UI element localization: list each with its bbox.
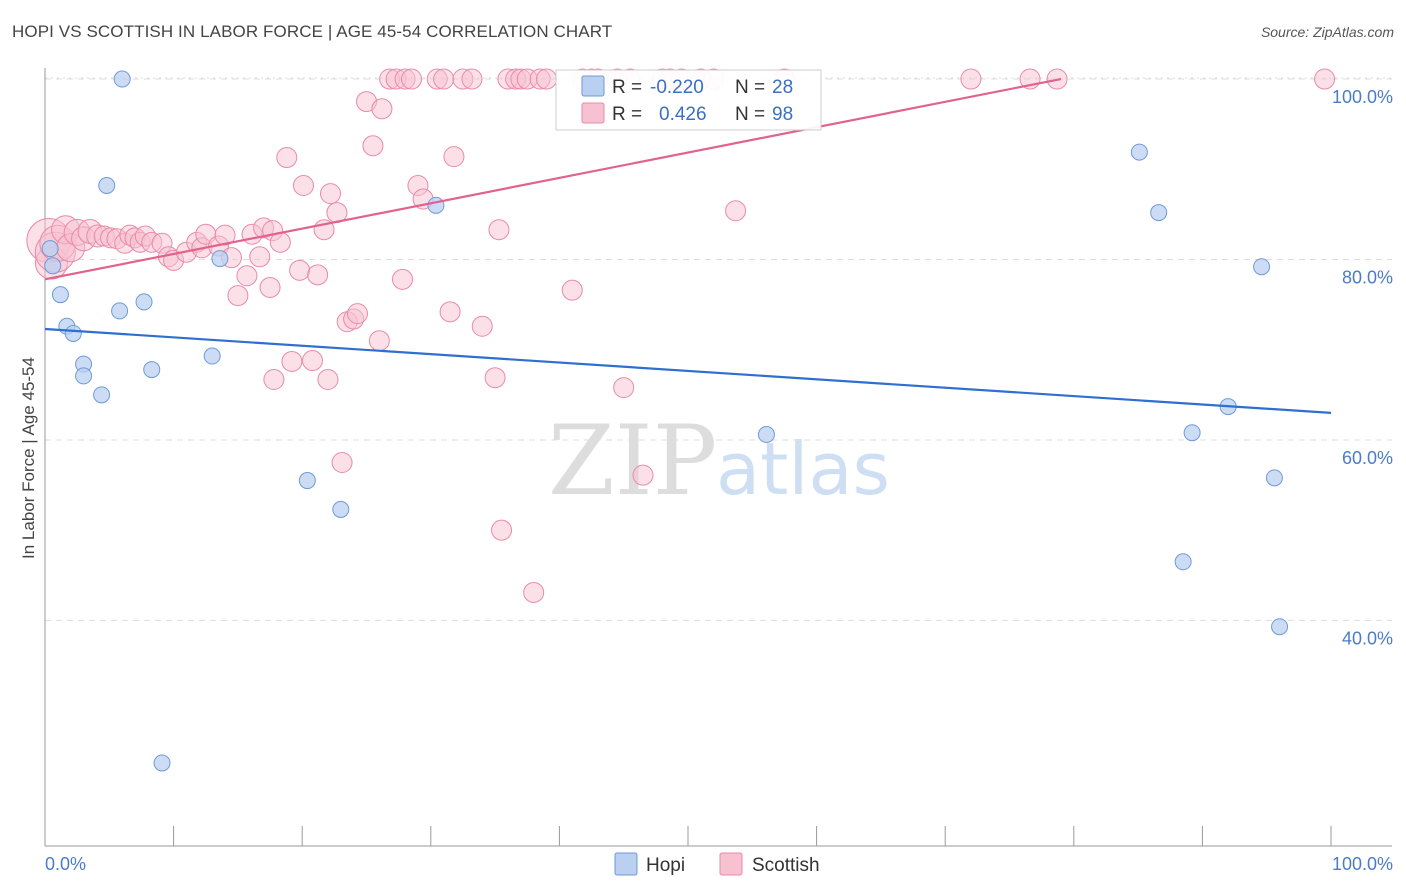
scottish-point: [523, 581, 545, 603]
hopi-point: [1253, 258, 1271, 276]
bottom-legend-swatch-hopi: [614, 852, 638, 876]
hopi-point: [332, 500, 350, 518]
hopi-point: [41, 240, 59, 258]
hopi-point: [113, 70, 131, 88]
scottish-point: [439, 301, 461, 323]
x-tick-label-max: 100.0%: [1332, 854, 1393, 874]
hopi-point: [64, 324, 82, 342]
hopi-point: [298, 472, 316, 490]
scottish-point: [307, 264, 329, 286]
hopi-point: [153, 754, 171, 772]
scottish-point: [362, 135, 384, 157]
hopi-point: [143, 361, 161, 379]
hopi-points: [41, 70, 1289, 772]
scottish-point: [632, 464, 654, 486]
legend-r-value-hopi: -0.220: [650, 77, 704, 98]
bottom-legend-swatch-scottish: [719, 852, 743, 876]
scottish-point: [249, 246, 271, 268]
hopi-point: [203, 347, 221, 365]
hopi-point: [1183, 424, 1201, 442]
hopi-point: [75, 367, 93, 385]
scottish-point: [488, 219, 510, 241]
scottish-point: [1314, 68, 1336, 90]
hopi-point: [1130, 143, 1148, 161]
scottish-point: [346, 303, 368, 325]
scottish-point: [371, 98, 393, 120]
scottish-point: [214, 224, 236, 246]
scottish-point: [561, 279, 583, 301]
scottish-point: [331, 452, 353, 474]
scottish-point: [392, 268, 414, 290]
bottom-legend-label-hopi: Hopi: [646, 855, 685, 876]
hopi-point: [757, 426, 775, 444]
hopi-point: [135, 293, 153, 311]
scottish-point: [263, 368, 285, 390]
scottish-point: [259, 276, 281, 298]
bottom-legend-label-scottish: Scottish: [752, 855, 820, 876]
hopi-point: [1174, 553, 1192, 571]
scottish-point: [433, 68, 455, 90]
scottish-point: [281, 350, 303, 372]
hopi-trend-line: [44, 327, 1332, 414]
scottish-point: [301, 350, 323, 372]
legend-swatch-scottish: [581, 102, 605, 124]
y-axis-title: In Labor Force | Age 45-54: [19, 357, 38, 559]
scottish-point: [725, 200, 747, 222]
hopi-point: [1265, 469, 1283, 487]
scottish-point: [443, 146, 465, 168]
legend-r-label-hopi: R =: [612, 77, 642, 98]
scottish-point: [461, 68, 483, 90]
hopi-point: [211, 250, 229, 268]
hopi-point: [44, 257, 62, 275]
hopi-point: [98, 176, 116, 194]
scottish-point: [292, 174, 314, 196]
scottish-point: [960, 68, 982, 90]
scottish-point: [491, 519, 513, 541]
scottish-trend-line: [44, 77, 1062, 281]
legend-n-label-hopi: N =: [735, 77, 765, 98]
hopi-point: [111, 302, 129, 320]
hopi-point: [93, 386, 111, 404]
scottish-point: [227, 285, 249, 307]
trend-lines: [44, 77, 1332, 414]
axes: [44, 68, 1392, 847]
source-note: Source: ZipAtlas.com: [1260, 24, 1394, 40]
watermark-atlas: atlas: [716, 427, 890, 511]
chart-title: HOPI VS SCOTTISH IN LABOR FORCE | AGE 45…: [12, 22, 613, 41]
scottish-point: [236, 265, 258, 287]
hopi-point: [51, 286, 69, 304]
correlation-legend: R = -0.220 N = 28 R = 0.426 N = 98: [555, 69, 822, 131]
scottish-point: [276, 147, 298, 169]
legend-n-label-scottish: N =: [735, 104, 765, 125]
legend-swatch-hopi: [581, 75, 605, 97]
hopi-point: [1150, 204, 1168, 222]
scottish-point: [401, 68, 423, 90]
scottish-point: [471, 315, 493, 337]
scottish-point: [368, 330, 390, 352]
scottish-point: [536, 68, 558, 90]
y-tick-label: 40.0%: [1342, 628, 1393, 648]
watermark-zip: ZIP: [548, 405, 717, 517]
x-tick-label-min: 0.0%: [45, 854, 86, 874]
scottish-point: [613, 377, 635, 399]
y-tick-label: 100.0%: [1332, 87, 1393, 107]
y-tick-label: 60.0%: [1342, 448, 1393, 468]
legend-r-label-scottish: R =: [612, 104, 642, 125]
legend-n-value-hopi: 28: [772, 77, 793, 98]
scottish-point: [319, 183, 341, 205]
legend-n-value-scottish: 98: [772, 104, 793, 125]
series-legend: Hopi Scottish: [614, 852, 820, 876]
hopi-point: [1271, 618, 1289, 636]
hopi-point: [427, 196, 445, 214]
tick-labels: 40.0% 60.0% 80.0% 100.0% 0.0% 100.0%: [45, 87, 1393, 874]
scottish-point: [317, 368, 339, 390]
scottish-point: [289, 259, 311, 281]
legend-r-value-scottish: 0.426: [659, 104, 707, 125]
scottish-point: [484, 367, 506, 389]
y-tick-label: 80.0%: [1342, 267, 1393, 287]
gridlines: [45, 77, 1392, 621]
